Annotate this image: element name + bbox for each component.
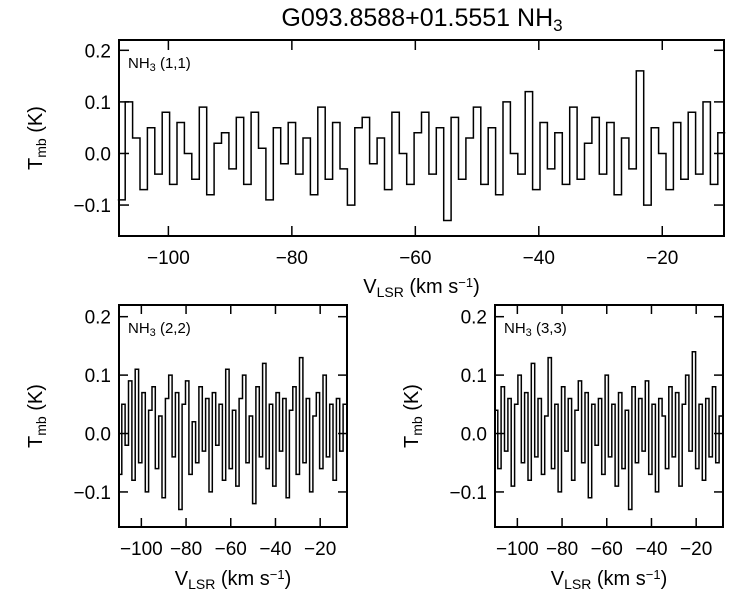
x-tick-label: −60 (399, 248, 431, 269)
spectrum-line (118, 356, 347, 511)
panel-bottom-right: −100 −80 −60 −40 −20 −0.1 0.0 0.1 0.2 NH3 (3,3) VL… (401, 304, 724, 592)
x-tick-label: −100 (496, 539, 539, 560)
x-tick-label: −40 (259, 539, 291, 560)
x-tick-label: −80 (546, 539, 578, 560)
transition-label: NH3 (1,1) (128, 55, 191, 74)
plot-frame (118, 304, 348, 528)
x-tick-label: −100 (147, 248, 190, 269)
panel-bottom-left: −100 −80 −60 −40 −20 −0.1 0.0 0.1 0.2 NH3 (2,2) VL… (25, 304, 348, 592)
spectrum-line (494, 350, 723, 511)
y-tick-label: 0.2 (85, 41, 111, 62)
x-tick-label: −20 (304, 539, 336, 560)
y-tick-label: 0.1 (85, 93, 111, 114)
x-tick-label: −80 (276, 248, 308, 269)
y-tick-label: 0.1 (461, 366, 487, 387)
transition-label: NH3 (3,3) (504, 320, 567, 339)
figure-title-main: G093.8588+01.5551 NH (281, 4, 553, 32)
plot-frame (118, 39, 725, 237)
x-tick-label: −80 (170, 539, 202, 560)
x-tick-label: −40 (523, 248, 555, 269)
x-tick-label: −100 (120, 539, 163, 560)
x-tick-label: −60 (591, 539, 623, 560)
x-axis-label: VLSR (km s−1) (175, 567, 292, 592)
spectrum-line (117, 70, 726, 222)
x-tick-label: −60 (215, 539, 247, 560)
figure-title: G093.8588+01.5551 NH3 (281, 4, 562, 35)
y-tick-label: 0.0 (85, 425, 111, 446)
y-tick-label: −0.1 (449, 483, 487, 504)
x-tick-label: −20 (646, 248, 678, 269)
y-tick-label: 0.2 (461, 308, 487, 329)
panel-top: −100 −80 −60 −40 −20 −0.1 0.0 0.1 0.2 NH3 (1,1) VL… (25, 39, 726, 300)
y-tick-label: −0.1 (73, 196, 111, 217)
plot-frame (494, 304, 724, 528)
figure-title-sub: 3 (553, 16, 562, 35)
y-axis-label: Tmb (K) (25, 106, 49, 170)
transition-label: NH3 (2,2) (128, 320, 191, 339)
x-axis-label: VLSR (km s−1) (363, 275, 480, 300)
y-tick-label: 0.0 (461, 425, 487, 446)
y-axis-label: Tmb (K) (401, 384, 425, 448)
x-axis-label: VLSR (km s−1) (551, 567, 668, 592)
x-tick-label: −40 (635, 539, 667, 560)
y-axis-label: Tmb (K) (25, 384, 49, 448)
y-tick-label: −0.1 (73, 483, 111, 504)
y-tick-label: 0.1 (85, 366, 111, 387)
y-tick-label: 0.2 (85, 308, 111, 329)
x-tick-label: −20 (680, 539, 712, 560)
y-tick-label: 0.0 (85, 144, 111, 165)
